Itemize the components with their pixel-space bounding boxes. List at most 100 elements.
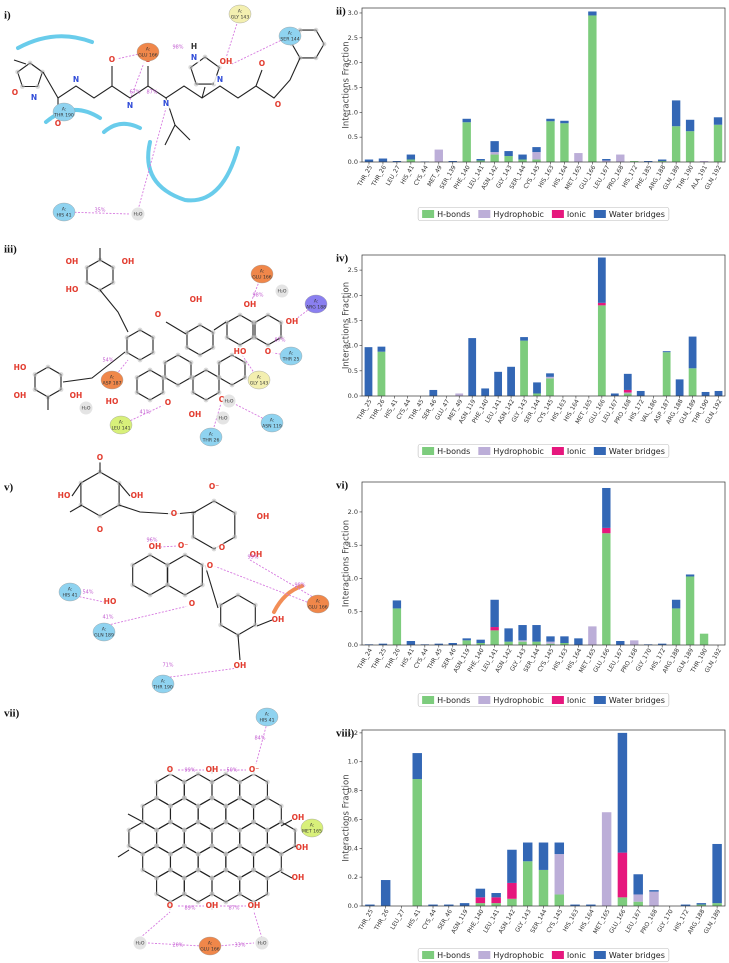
atom-label: O⁻ <box>249 765 259 774</box>
bar-segment <box>657 159 667 162</box>
atom-bg <box>272 100 284 110</box>
plot-frame <box>361 729 726 907</box>
bar-segment <box>406 159 416 162</box>
residue-name: GLU 166 <box>252 275 272 281</box>
bar-segment <box>476 160 485 162</box>
ring <box>239 773 268 807</box>
bar-segment <box>570 904 580 906</box>
atom-bg <box>9 88 21 98</box>
x-tick-label: HIS_41 <box>406 908 423 930</box>
bar-segment <box>602 160 611 162</box>
ring <box>132 554 168 596</box>
legend-label: Water bridges <box>609 951 665 960</box>
legend-swatch <box>551 447 564 455</box>
ring <box>80 471 120 517</box>
y-tick-label: 1.0 <box>348 108 358 116</box>
bar-segment <box>699 161 709 162</box>
bond <box>127 813 144 823</box>
atom-halo <box>223 803 229 809</box>
ring <box>183 773 213 807</box>
atom-label: OH <box>286 317 299 326</box>
bar-segment <box>518 640 527 642</box>
interaction-percent: 54% <box>102 358 113 364</box>
atom-bg <box>149 542 161 552</box>
ring <box>211 869 241 903</box>
interaction-percent: 35% <box>94 208 105 214</box>
bar-segment <box>630 161 639 162</box>
residue-chain: A: <box>62 207 67 213</box>
ring <box>225 845 255 879</box>
atom-bg <box>206 765 218 775</box>
atom-bg <box>164 765 176 775</box>
atom-halo <box>195 819 201 825</box>
atom-halo <box>154 827 159 833</box>
atom-label: O <box>97 453 103 462</box>
panel-label: vi) <box>336 480 349 492</box>
bar-segment <box>546 643 555 645</box>
legend-swatch <box>478 696 491 704</box>
bar-segment <box>616 641 625 645</box>
y-tick-label: 1.0 <box>348 342 358 350</box>
y-tick-label: 2.0 <box>348 508 358 516</box>
bar-segment <box>560 123 569 162</box>
atom-halo <box>84 280 90 285</box>
bar-segment <box>617 897 628 906</box>
atom-bg <box>14 363 26 373</box>
atom-halo <box>140 803 146 809</box>
atom-halo <box>190 510 196 516</box>
atom-halo <box>235 592 241 598</box>
atom-halo <box>58 387 64 392</box>
bar-segment <box>406 641 416 645</box>
bar-segment <box>459 903 470 906</box>
bar-segment <box>649 891 659 906</box>
h-bond <box>137 107 167 211</box>
interaction-percent: 67% <box>129 90 140 96</box>
atom-halo <box>137 327 143 333</box>
ring <box>142 845 172 879</box>
atom-label: O <box>55 119 61 128</box>
water-label: H₂O <box>219 416 228 422</box>
bar-segment <box>462 118 471 123</box>
atom-bg <box>70 391 82 401</box>
bar-segment <box>630 640 639 645</box>
atom-halo <box>182 552 188 558</box>
bar-segment <box>636 390 645 396</box>
atom-halo <box>45 364 51 370</box>
ring <box>164 354 192 386</box>
interaction-percent: 20% <box>172 943 183 949</box>
residue-name: THR 25 <box>282 357 300 363</box>
atom-halo <box>32 387 38 392</box>
bar-segment <box>475 888 486 898</box>
atom-halo <box>126 843 132 849</box>
atom-halo <box>224 320 230 325</box>
atom-halo <box>190 534 196 540</box>
atom-halo <box>229 352 235 358</box>
atom-halo <box>175 352 181 358</box>
atom-halo <box>321 41 327 47</box>
legend-swatch <box>593 210 606 218</box>
atom-halo <box>58 372 64 377</box>
legend-swatch <box>422 951 435 959</box>
bar-segment <box>434 643 443 645</box>
bar-segment <box>377 346 386 352</box>
residue-bubble <box>300 818 324 838</box>
ring <box>156 821 185 855</box>
atom-halo <box>278 803 284 809</box>
residue-chain: A: <box>68 587 73 593</box>
atom-halo <box>147 552 153 558</box>
bar-segment <box>554 854 565 895</box>
atom-bg <box>216 543 228 553</box>
atom-bg <box>106 397 118 407</box>
bar-segment <box>520 337 528 341</box>
bond <box>256 619 273 627</box>
atom-label: OH <box>149 542 162 551</box>
water-label: H₂O <box>134 212 143 218</box>
atom-label: O⁻ <box>209 482 219 491</box>
atom-label: N <box>73 75 79 84</box>
atom-halo <box>216 375 222 380</box>
h-bond <box>217 942 255 947</box>
atom-label: HO <box>58 491 71 500</box>
atom-halo <box>265 875 270 881</box>
bar-segment <box>633 874 643 895</box>
